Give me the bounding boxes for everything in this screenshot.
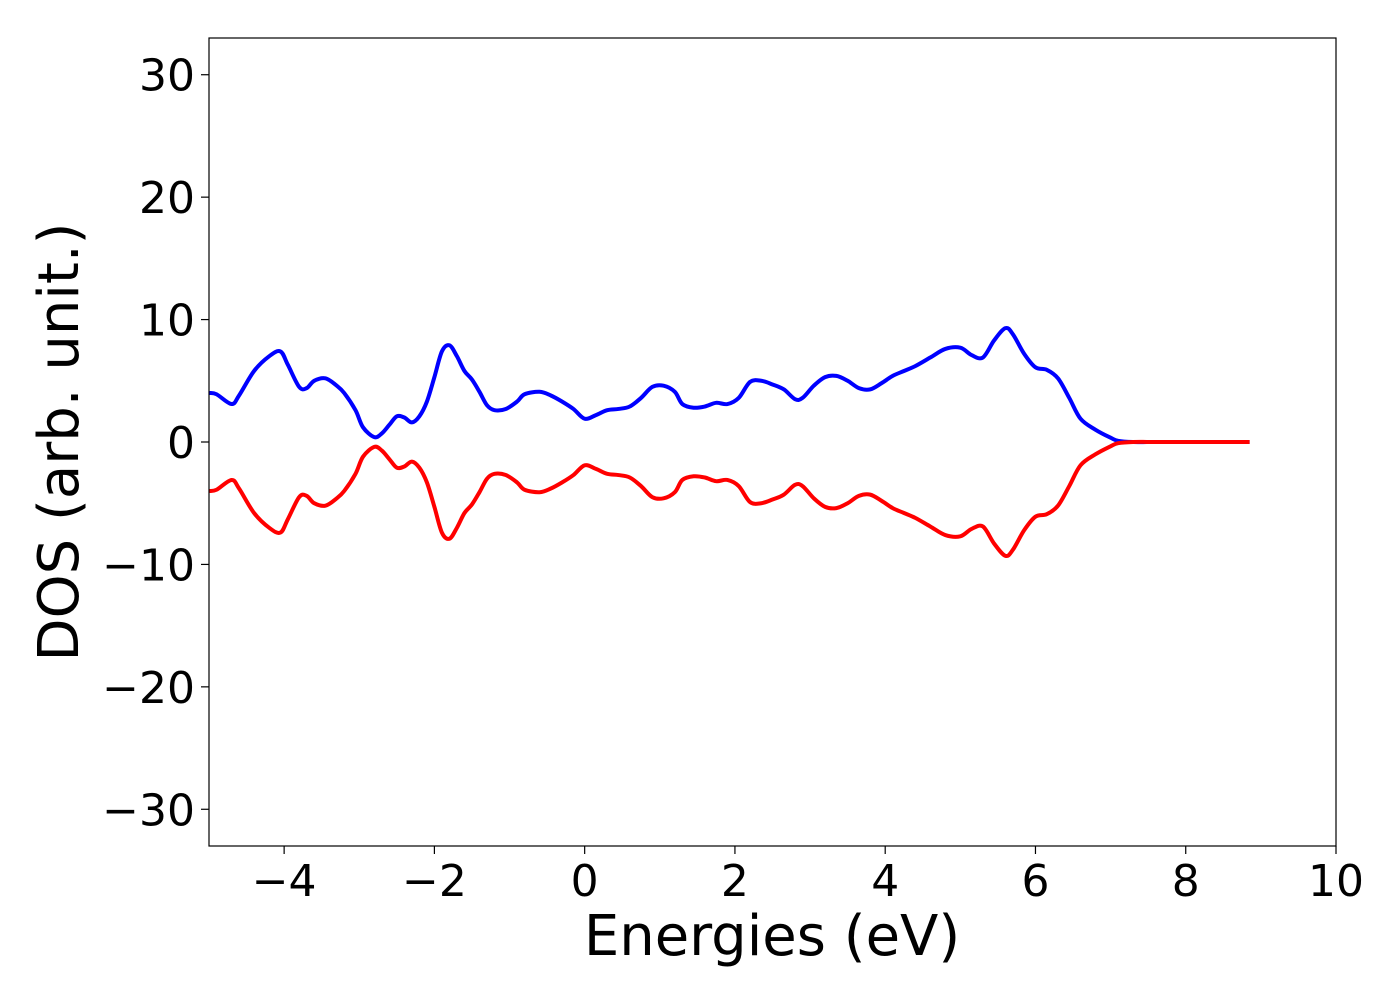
series-layer (209, 325, 1250, 559)
y-tick-label: 30 (139, 51, 195, 102)
x-tick-label: −2 (402, 856, 467, 907)
y-tick-label: −20 (102, 663, 195, 714)
y-axis-title: DOS (arb. unit.) (27, 222, 92, 661)
x-tick-label: 0 (571, 856, 599, 907)
series-line-spin-up (209, 325, 1250, 445)
x-tick-label: −4 (252, 856, 317, 907)
series-line-spin-down (209, 439, 1250, 559)
y-tick-label: 20 (139, 173, 195, 224)
x-tick-label: 10 (1308, 856, 1364, 907)
x-tick-label: 2 (721, 856, 749, 907)
x-axis-title: Energies (eV) (584, 904, 960, 969)
y-tick-label: 10 (139, 296, 195, 347)
y-axis: −30 −20 −10 0 10 20 30 (102, 51, 209, 836)
x-tick-label: 8 (1172, 856, 1200, 907)
y-tick-label: 0 (167, 418, 195, 469)
y-tick-label: −10 (102, 540, 195, 591)
x-tick-label: 4 (871, 856, 899, 907)
y-tick-label: −30 (102, 785, 195, 836)
x-tick-label: 6 (1021, 856, 1049, 907)
x-axis: −4 −2 0 2 4 6 8 10 (252, 846, 1364, 907)
